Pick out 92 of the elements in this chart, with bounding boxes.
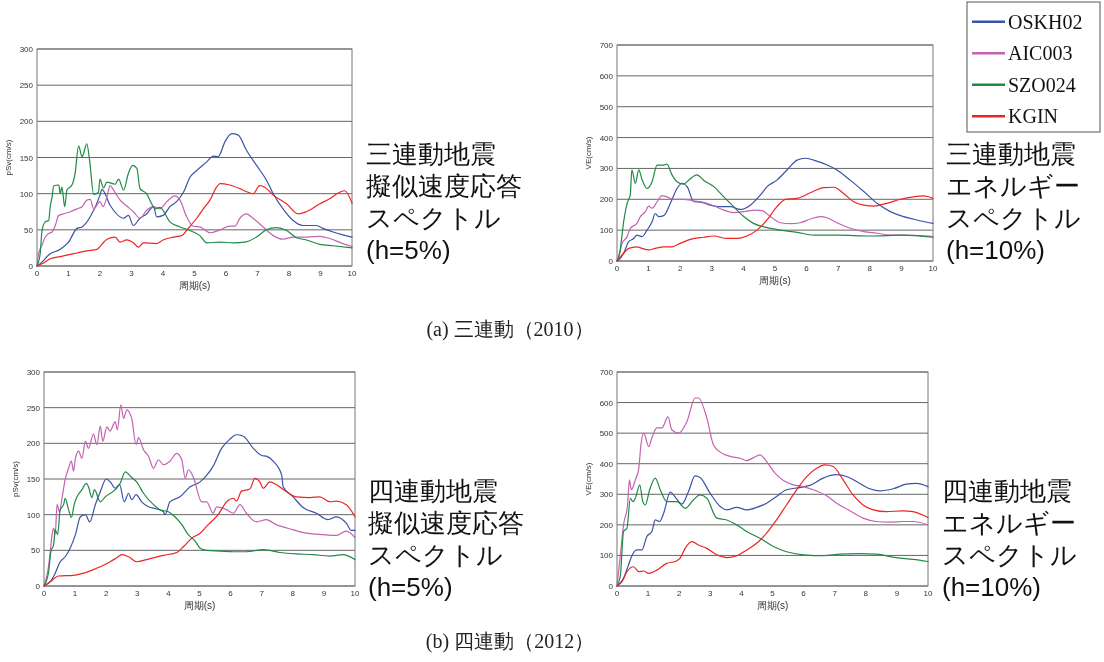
x-tick-label: 2: [103, 589, 109, 598]
y-axis-title: VE(cm/s): [584, 462, 593, 496]
x-tick-label: 7: [832, 589, 838, 598]
y-tick-label: 200: [599, 195, 614, 205]
y-tick-label: 0: [608, 257, 614, 266]
legend-label: KGIN: [1008, 105, 1058, 128]
x-tick-label: 8: [286, 269, 292, 278]
x-tick-label: 3: [708, 589, 714, 598]
x-tick-label: 2: [676, 589, 682, 598]
y-tick-label: 0: [608, 582, 614, 591]
y-tick-label: 100: [26, 510, 41, 520]
x-tick-label: 8: [867, 264, 873, 273]
x-tick-label: 4: [739, 589, 745, 598]
y-axis-title: pSv(cm/s): [4, 139, 13, 176]
text: 四連動地震擬似速度応答スペクトル(h=5%): [368, 476, 524, 602]
x-tick-label: 1: [645, 589, 651, 598]
x-tick-label: 10: [347, 269, 357, 278]
x-tick-label: 8: [290, 589, 296, 598]
text: (a) 三連動（2010）: [426, 318, 594, 341]
x-tick-label: 9: [894, 589, 900, 598]
x-tick-label: 3: [709, 264, 715, 273]
x-tick-label: 10: [923, 589, 933, 598]
x-tick-label: 6: [804, 264, 810, 273]
y-tick-label: 400: [599, 133, 614, 143]
x-tick-label: 5: [197, 589, 203, 598]
y-tick-label: 250: [26, 403, 41, 413]
legend-label: SZO024: [1008, 73, 1076, 96]
x-tick-label: 0: [614, 589, 620, 598]
y-tick-label: 500: [599, 429, 614, 439]
y-tick-label: 250: [19, 81, 34, 91]
x-tick-label: 4: [160, 269, 166, 278]
x-tick-label: 6: [228, 589, 234, 598]
x-tick-label: 9: [318, 269, 324, 278]
x-tick-label: 9: [321, 589, 327, 598]
y-axis-title: VE(cm/s): [584, 136, 593, 170]
x-tick-label: 1: [72, 589, 78, 598]
y-tick-label: 700: [599, 368, 614, 377]
y-tick-label: 400: [599, 459, 614, 469]
x-tick-label: 0: [41, 589, 47, 598]
x-tick-label: 5: [772, 264, 778, 273]
y-tick-label: 100: [599, 551, 614, 561]
x-tick-label: 5: [192, 269, 198, 278]
y-tick-label: 600: [599, 71, 614, 81]
x-tick-label: 9: [899, 264, 905, 273]
y-tick-label: 100: [599, 226, 614, 236]
x-tick-label: 3: [135, 589, 141, 598]
legend-label: OSKH02: [1008, 10, 1083, 33]
text: (b) 四連動（2012）: [425, 630, 595, 653]
y-tick-label: 50: [24, 225, 34, 235]
line-series: [43, 404, 356, 587]
y-tick-label: 300: [599, 164, 614, 174]
y-tick-label: 200: [599, 520, 614, 530]
y-axis-title: pSv(cm/s): [11, 460, 20, 497]
x-tick-label: 0: [614, 264, 620, 273]
x-tick-label: 8: [863, 589, 869, 598]
x-tick-label: 2: [677, 264, 683, 273]
x-tick-label: 2: [97, 269, 103, 278]
y-tick-label: 150: [26, 475, 41, 484]
text: 四連動地震エネルギースペクトル(h=10%): [942, 476, 1077, 602]
y-tick-label: 0: [35, 582, 41, 591]
y-tick-label: 50: [31, 546, 41, 556]
x-tick-label: 10: [928, 264, 938, 273]
y-tick-label: 300: [599, 490, 614, 500]
x-tick-label: 3: [129, 269, 135, 278]
text: 三連動地震擬似速度応答スペクトル(h=5%): [366, 139, 522, 265]
x-tick-label: 10: [350, 589, 360, 598]
y-tick-label: 300: [26, 368, 41, 377]
y-tick-label: 500: [599, 102, 614, 112]
x-axis-title: 周期(s): [759, 275, 791, 286]
x-tick-label: 7: [255, 269, 261, 278]
y-tick-label: 200: [26, 439, 41, 449]
y-tick-label: 200: [19, 117, 34, 127]
legend-label: AIC003: [1008, 42, 1073, 65]
line-series: [616, 397, 929, 587]
x-tick-label: 4: [741, 264, 747, 273]
x-tick-label: 4: [166, 589, 172, 598]
x-axis-title: 周期(s): [756, 600, 789, 611]
x-tick-label: 6: [223, 269, 229, 278]
text: 三連動地震エネルギースペクトル(h=10%): [946, 139, 1081, 265]
x-tick-label: 7: [259, 589, 265, 598]
x-axis-title: 周期(s): [178, 280, 211, 291]
x-tick-label: 6: [801, 589, 807, 598]
y-tick-label: 700: [599, 41, 614, 50]
x-tick-label: 1: [646, 264, 652, 273]
x-tick-label: 1: [66, 269, 72, 278]
x-axis-title: 周期(s): [183, 600, 216, 611]
x-tick-label: 7: [835, 264, 841, 273]
x-tick-label: 5: [770, 589, 776, 598]
y-tick-label: 100: [19, 189, 34, 199]
y-tick-label: 300: [19, 45, 34, 54]
y-tick-label: 600: [599, 398, 614, 408]
y-tick-label: 150: [19, 153, 34, 163]
